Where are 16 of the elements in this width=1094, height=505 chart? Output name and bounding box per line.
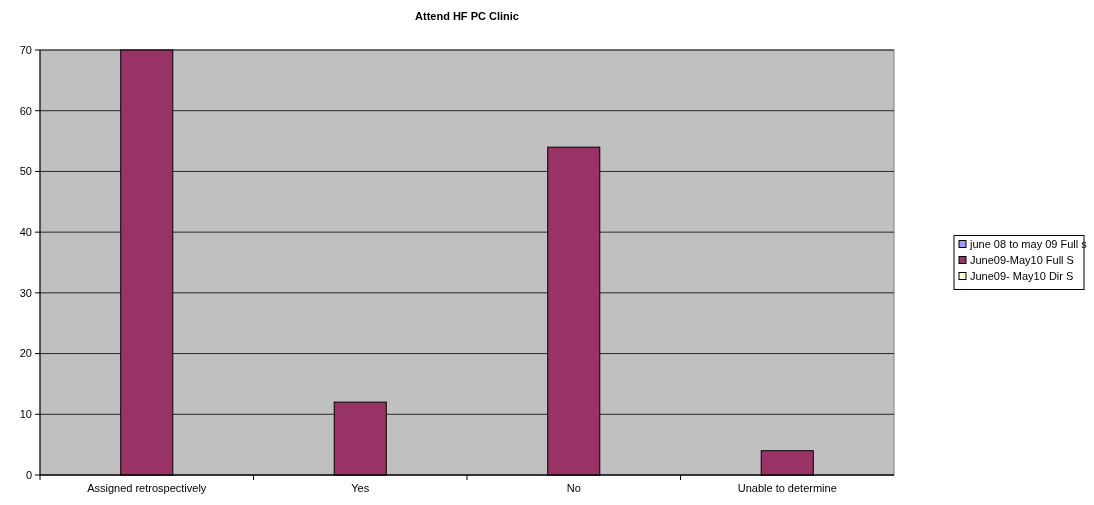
x-tick-label: Yes <box>351 482 370 494</box>
y-tick-label: 70 <box>19 43 32 56</box>
y-tick-label: 60 <box>19 104 32 117</box>
y-tick-label: 50 <box>19 165 32 178</box>
legend-label: June09- May10 Dir S <box>970 269 1074 282</box>
x-tick-label: No <box>566 482 581 494</box>
y-tick-label: 30 <box>19 286 32 299</box>
y-tick-label: 10 <box>19 408 32 421</box>
y-tick-label: 0 <box>25 468 32 481</box>
legend-label: june 08 to may 09 Full s <box>969 237 1088 250</box>
x-tick-label: Unable to determine <box>737 482 837 494</box>
chart-title: Attend HF PC Clinic <box>415 10 519 22</box>
y-tick-label: 20 <box>19 347 32 360</box>
x-tick-label: Assigned retrospectively <box>87 482 207 494</box>
y-tick-label: 40 <box>19 225 32 238</box>
legend-label: June09-May10 Full S <box>970 253 1074 266</box>
